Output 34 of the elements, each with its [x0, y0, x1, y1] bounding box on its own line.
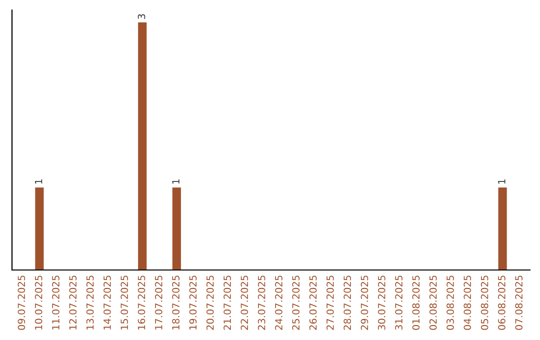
x-tick-label: 07.08.2025: [515, 276, 523, 330]
x-tick-label: 14.07.2025: [104, 276, 111, 330]
x-tick-label: 15.07.2025: [120, 276, 128, 330]
x-tick-label: 06.08.2025: [498, 276, 506, 330]
data-label: 1: [172, 179, 180, 184]
x-tick-label: 17.07.2025: [154, 276, 162, 330]
x-tick-label: 31.07.2025: [395, 276, 402, 330]
x-tick-label: 19.07.2025: [189, 276, 197, 330]
x-tick-label: 20.07.2025: [206, 276, 214, 330]
x-tick-label: 10.07.2025: [34, 276, 42, 330]
x-tick-label: 02.08.2025: [429, 276, 437, 330]
x-tick-label: 30.07.2025: [378, 276, 386, 330]
data-label: 1: [35, 179, 42, 184]
x-tick-label: 13.07.2025: [86, 276, 94, 330]
data-label: 1: [498, 179, 506, 184]
x-tick-label: 11.07.2025: [52, 276, 60, 330]
data-label: 3: [138, 14, 146, 19]
x-tick-label: 12.07.2025: [69, 276, 77, 330]
x-tick-label: 04.08.2025: [464, 276, 472, 330]
x-tick-label: 27.07.2025: [326, 276, 334, 330]
x-tick-label: 03.08.2025: [446, 276, 454, 330]
x-tick-label: 25.07.2025: [292, 276, 300, 330]
x-tick-label: 24.07.2025: [275, 276, 282, 330]
x-tick-label: 22.07.2025: [240, 276, 248, 330]
x-tick-label: 16.07.2025: [138, 276, 146, 330]
x-tick-label: 23.07.2025: [258, 276, 266, 330]
x-tick-label: 09.07.2025: [18, 276, 26, 330]
x-tick-label: 05.08.2025: [480, 276, 488, 330]
x-tick-label: 21.07.2025: [224, 276, 231, 330]
x-tick-label: 26.07.2025: [309, 276, 317, 330]
x-tick-label: 18.07.2025: [172, 276, 180, 330]
x-tick-label: 28.07.2025: [344, 276, 352, 330]
x-tick-label: 01.08.2025: [412, 276, 420, 330]
x-tick-label: 29.07.2025: [360, 276, 368, 330]
